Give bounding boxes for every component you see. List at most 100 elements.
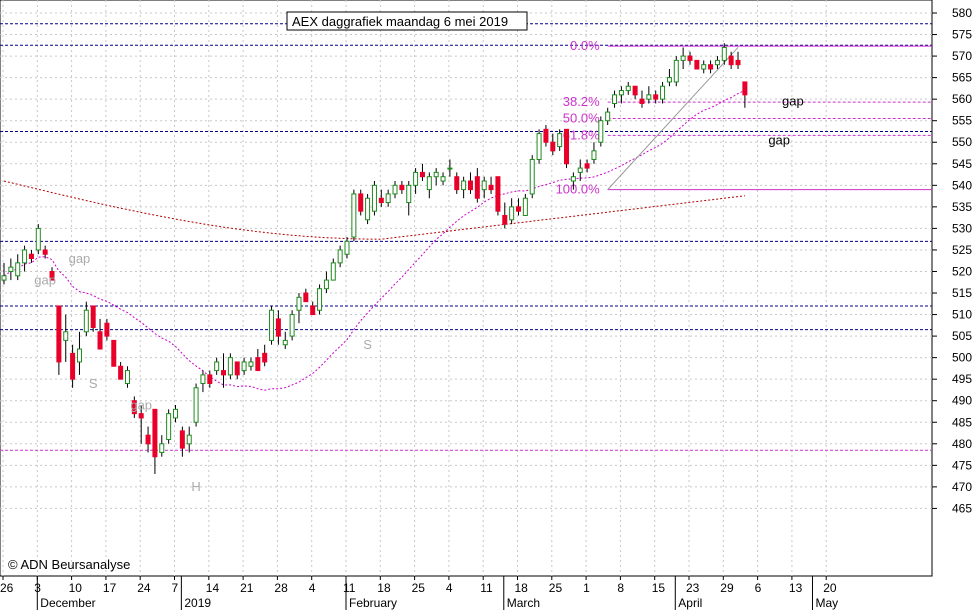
candle — [152, 408, 158, 474]
candle-body — [358, 193, 364, 212]
x-tick-label: 28 — [274, 581, 288, 595]
month-label: 2019 — [184, 596, 211, 610]
candle-body — [193, 387, 199, 423]
y-tick-label: 580 — [952, 6, 972, 20]
candle — [529, 155, 535, 199]
candle-body — [564, 128, 570, 165]
fib-label: 0.0% — [570, 38, 600, 53]
candle-body — [687, 55, 693, 61]
fib-label: 38.2% — [563, 94, 600, 109]
candle — [570, 172, 576, 190]
candle-body — [557, 133, 563, 148]
candle-body — [22, 249, 28, 264]
candle — [76, 331, 82, 375]
chart-annotation: S — [363, 337, 372, 352]
candle — [509, 198, 515, 225]
x-axis: 2631017247142128411182541118251815232961… — [0, 576, 838, 610]
candle-body — [646, 94, 652, 100]
x-tick-label: 8 — [617, 581, 624, 595]
candle — [262, 344, 268, 367]
candle — [605, 107, 611, 126]
x-tick-label: 11 — [480, 581, 493, 595]
x-tick-label: 15 — [652, 581, 666, 595]
candle-body — [426, 176, 432, 191]
candle-body — [742, 81, 748, 96]
candle — [186, 426, 192, 453]
candle-body — [42, 249, 48, 255]
candle-body — [392, 184, 398, 195]
candle-body — [145, 434, 151, 445]
candle — [426, 172, 432, 199]
candle — [15, 254, 21, 281]
candle — [721, 43, 727, 65]
candle — [138, 405, 144, 444]
candle-body — [378, 197, 384, 204]
copyright-text: © ADN Beursanalyse — [8, 557, 130, 572]
candle — [234, 361, 240, 380]
month-label: May — [815, 596, 838, 610]
ma-short-line — [3, 89, 746, 391]
candle-body — [516, 206, 521, 212]
candle — [385, 189, 391, 207]
y-tick-label: 520 — [952, 264, 972, 278]
uptrend-line — [607, 47, 739, 190]
candle — [461, 176, 467, 199]
candle-body — [536, 133, 542, 160]
candle — [639, 90, 645, 108]
x-tick-label: 26 — [0, 581, 14, 595]
y-tick-label: 505 — [952, 329, 972, 343]
candle — [358, 189, 364, 216]
candle-body — [159, 443, 165, 453]
candle-body — [509, 206, 515, 221]
candle — [179, 426, 185, 457]
candle — [564, 128, 570, 169]
x-tick-label: 13 — [789, 581, 803, 595]
y-tick-label: 485 — [952, 415, 972, 429]
candle-body — [385, 193, 391, 204]
candle-body — [124, 370, 130, 384]
candle — [241, 357, 247, 375]
candle-body — [467, 180, 473, 191]
y-tick-label: 565 — [952, 71, 972, 85]
candle — [227, 353, 233, 380]
candle — [701, 60, 707, 74]
candle-body — [90, 305, 96, 328]
candle — [454, 172, 460, 194]
candle-body — [714, 59, 720, 66]
candle — [296, 293, 302, 324]
candle-body — [721, 46, 727, 61]
candle — [22, 245, 28, 272]
candle-body — [399, 184, 405, 191]
candle — [653, 90, 659, 104]
x-tick-label: 25 — [549, 581, 563, 595]
month-label: April — [678, 596, 702, 610]
candle — [49, 267, 55, 281]
candle — [214, 357, 220, 375]
candle-body — [474, 176, 480, 199]
candle — [598, 116, 604, 147]
chart-annotation: gap — [69, 251, 91, 266]
x-tick-label: 25 — [412, 581, 426, 595]
candle — [104, 318, 110, 341]
candle-body — [269, 309, 275, 341]
y-tick-label: 480 — [952, 437, 972, 451]
candle-body — [728, 55, 734, 66]
candle-body — [248, 361, 254, 367]
candle — [516, 198, 521, 216]
chart-annotation: gap — [130, 397, 152, 412]
candle — [673, 56, 679, 87]
y-tick-label: 545 — [952, 157, 972, 171]
fib-label: 50.0% — [563, 111, 600, 126]
candle-body — [440, 176, 446, 182]
candle-body — [35, 227, 41, 251]
candle — [378, 189, 384, 207]
candle — [28, 249, 34, 263]
candle-body — [317, 288, 323, 311]
candle-body — [310, 305, 316, 316]
candle — [371, 181, 377, 216]
candles — [1, 43, 748, 474]
candle — [173, 405, 178, 423]
candle — [612, 90, 618, 108]
candle-body — [680, 55, 686, 61]
